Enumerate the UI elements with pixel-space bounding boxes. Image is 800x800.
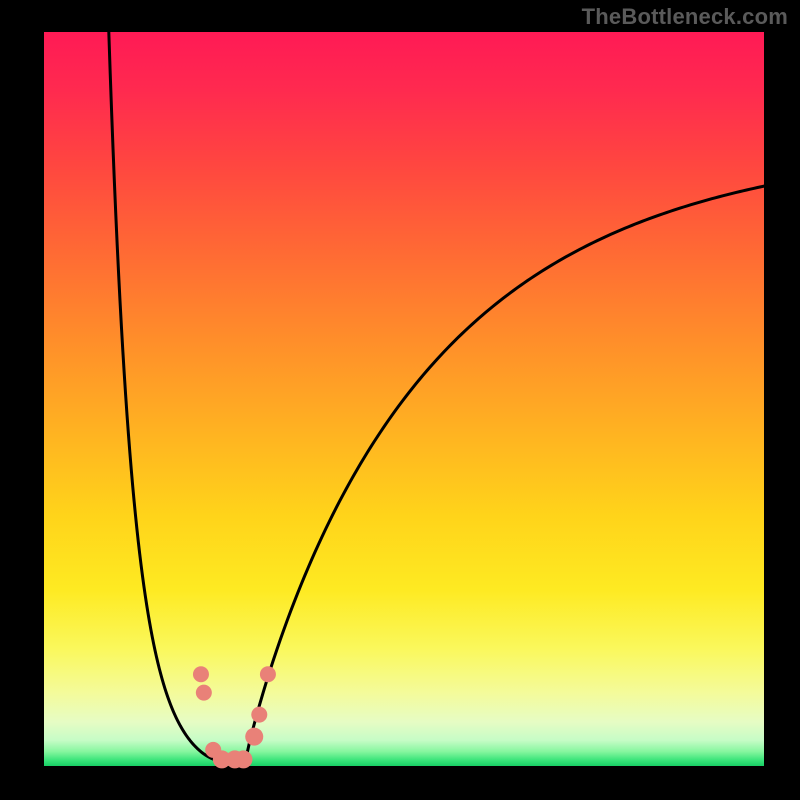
marker-dot (193, 666, 209, 682)
attribution-label: TheBottleneck.com (582, 4, 788, 30)
marker-dot (196, 685, 212, 701)
bottleneck-plot (0, 0, 800, 800)
marker-dot (260, 666, 276, 682)
marker-dot (245, 728, 263, 746)
marker-dot (234, 750, 252, 768)
marker-dot (251, 707, 267, 723)
